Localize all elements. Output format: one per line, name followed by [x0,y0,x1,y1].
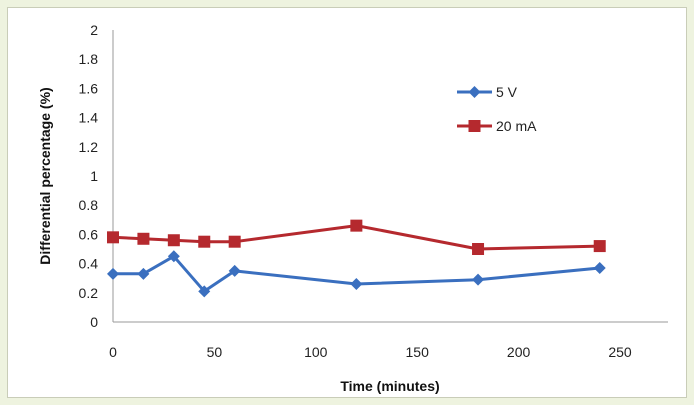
legend-item-5-v: 5 V [457,84,518,100]
data-point [137,232,150,245]
y-tick-label: 0 [90,314,98,330]
legend: 5 V 20 mA [457,84,537,134]
y-tick-label: 0.6 [79,226,99,242]
series-5-v [107,250,606,298]
x-tick-label: 0 [109,344,117,360]
data-point [350,219,363,232]
data-point [107,267,119,280]
data-point [593,240,606,253]
x-tick-label: 150 [406,344,430,360]
data-point [167,250,180,263]
axes [112,30,668,323]
data-point [228,235,241,248]
x-ticks: 0 50 100 150 200 250 [109,344,632,360]
y-tick-label: 1.8 [79,51,99,67]
y-tick-label: 1.6 [79,80,99,96]
y-tick-label: 1.2 [79,139,99,155]
chart-frame [7,7,687,398]
data-point [107,231,119,244]
y-tick-label: 1.4 [79,110,99,126]
y-tick-label: 0.4 [79,256,99,272]
y-tick-label: 0.8 [79,197,99,213]
x-tick-label: 200 [507,344,531,360]
data-point [472,243,485,255]
y-tick-label: 2 [90,22,98,38]
x-tick-label: 100 [304,344,328,360]
legend-label: 20 mA [496,118,537,134]
series-group [107,219,606,298]
y-ticks: 0 0.2 0.4 0.6 0.8 1 1.2 1.4 1.6 1.8 2 [79,22,99,330]
series-20-ma [107,219,606,255]
legend-marker [468,120,481,132]
series-line-5-v [113,254,600,293]
y-tick-label: 0.2 [79,285,99,301]
data-point [593,261,606,274]
legend-label: 5 V [496,84,518,100]
data-point [228,264,241,277]
x-axis-title: Time (minutes) [340,378,439,394]
x-tick-label: 250 [608,344,632,360]
data-point [198,235,211,248]
data-point [472,273,485,286]
data-point [350,278,363,291]
y-tick-label: 1 [90,168,98,184]
y-axis-title: Differential percentage (%) [37,87,53,264]
legend-item-20-ma: 20 mA [457,118,537,134]
legend-marker [468,86,481,98]
x-tick-label: 50 [207,344,223,360]
data-point [198,285,211,298]
data-point [167,234,180,247]
data-point [137,267,150,280]
